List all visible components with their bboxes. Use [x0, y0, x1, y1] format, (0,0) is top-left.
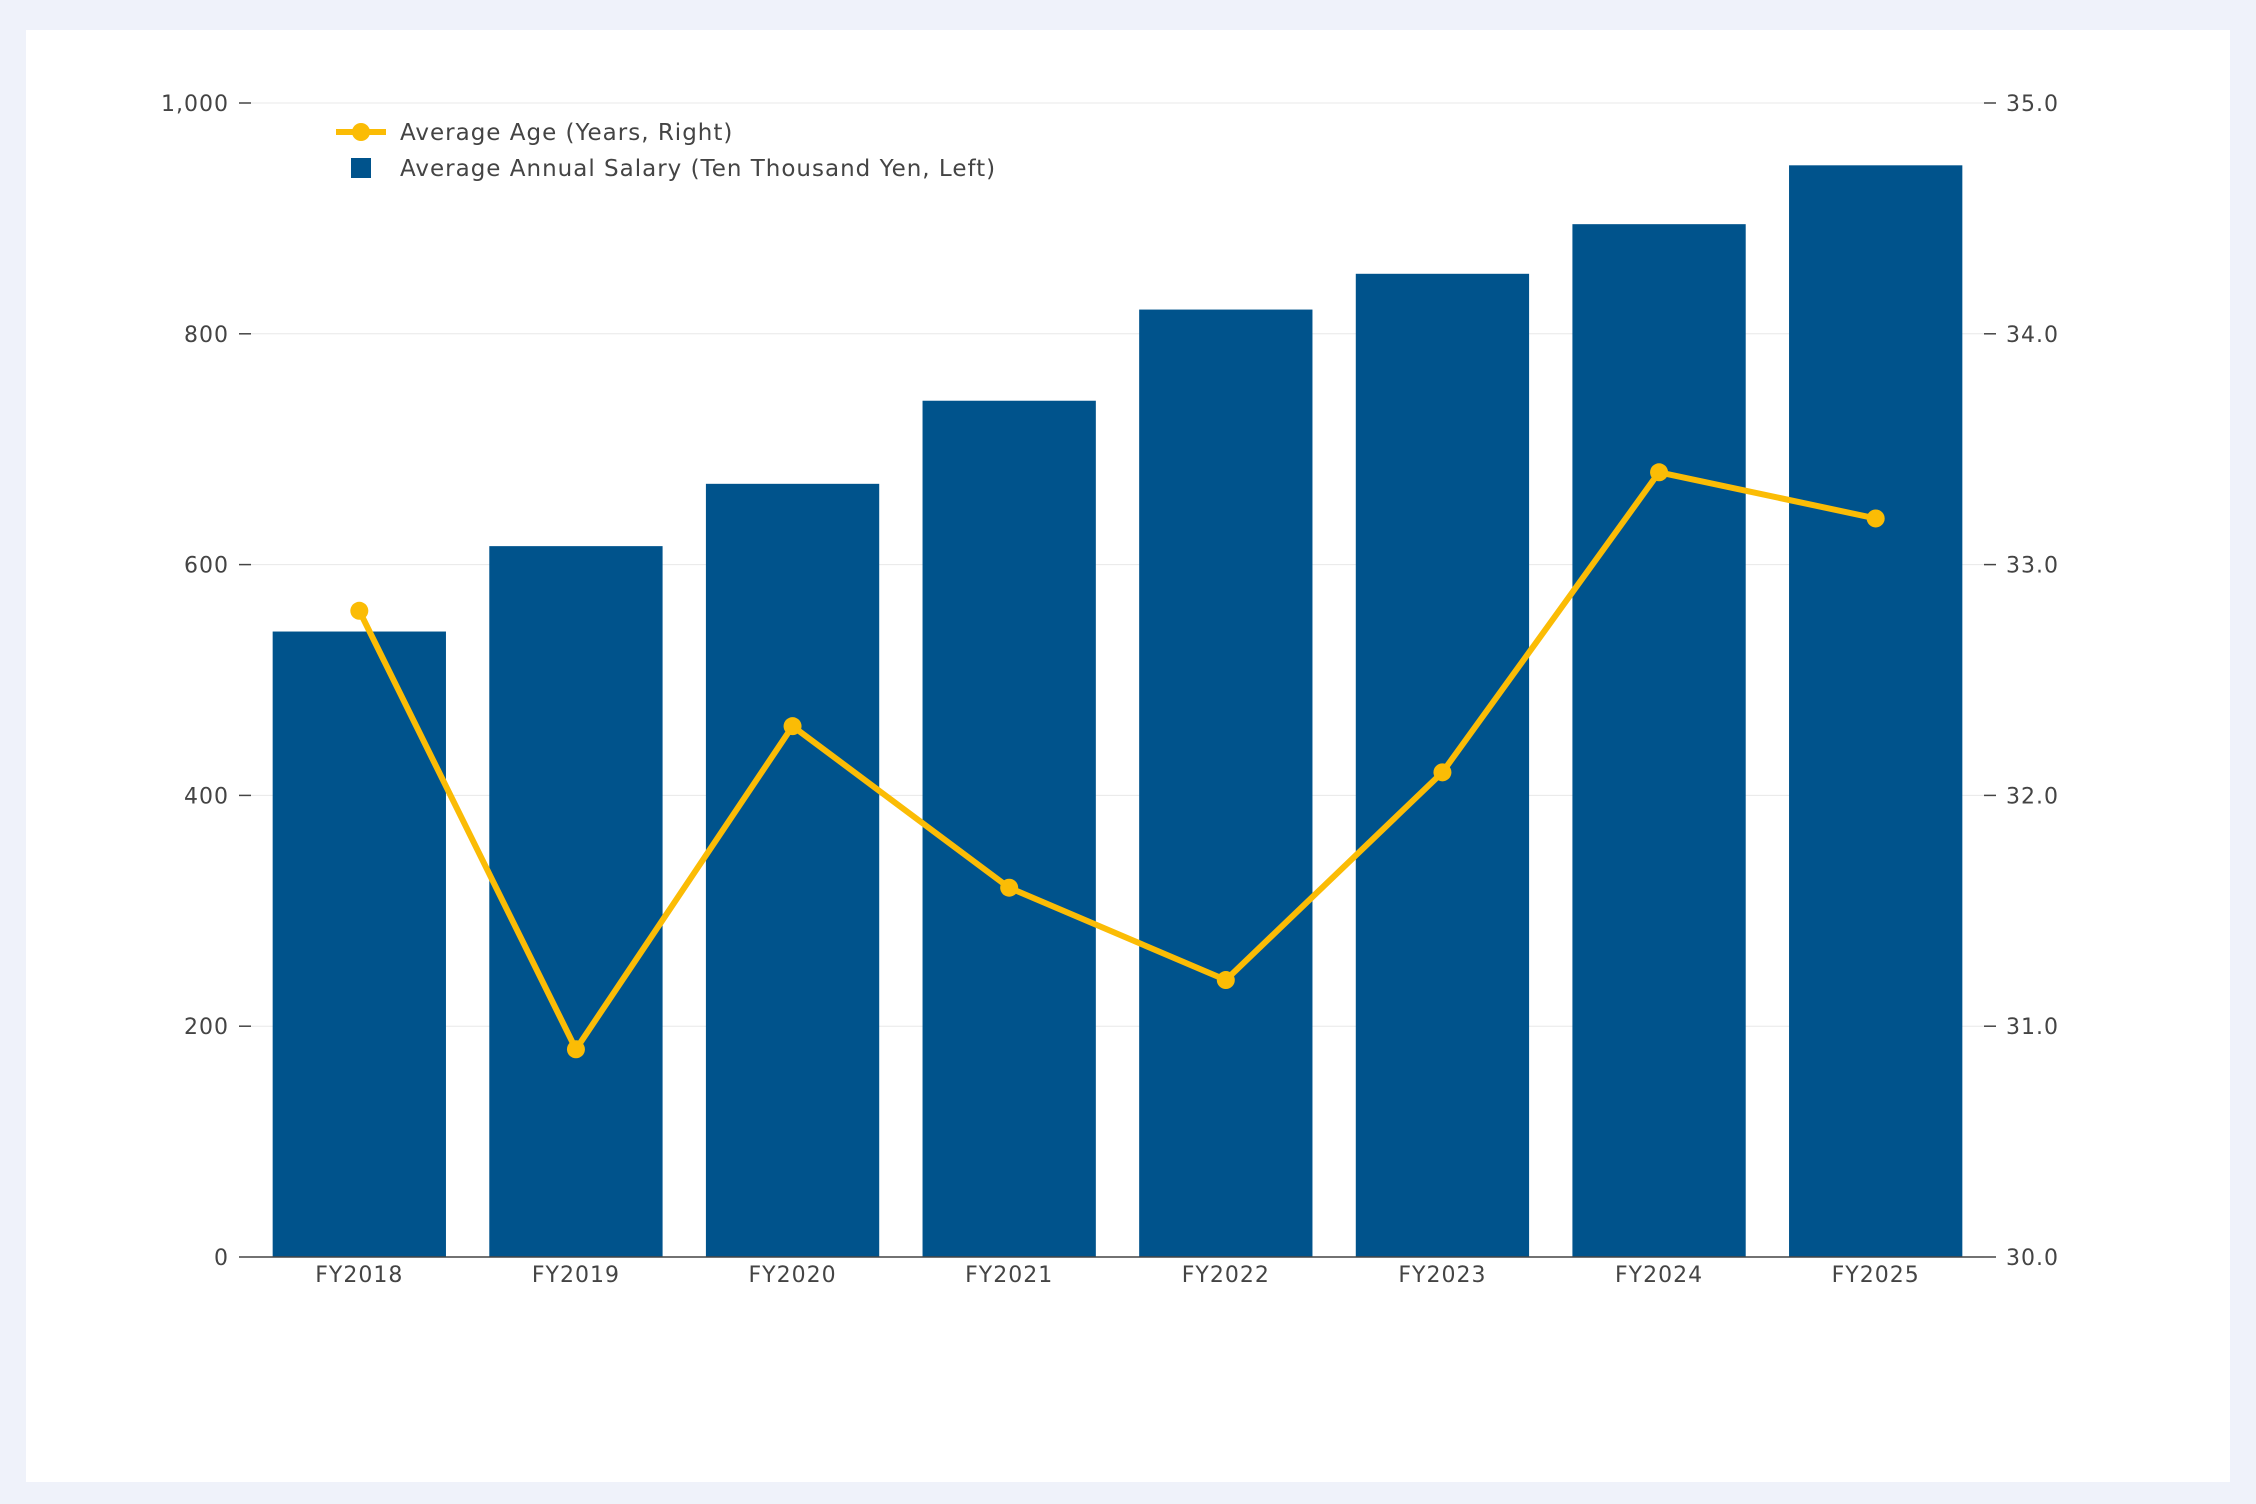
right-tick-label: 30.0: [2006, 1246, 2059, 1271]
legend-marker-swatch: [352, 123, 370, 141]
left-tick-label: 800: [184, 323, 229, 348]
x-tick-label: FY2020: [749, 1263, 837, 1288]
right-tick-label: 35.0: [2006, 92, 2059, 117]
salary-bar-fy2019[interactable]: [489, 546, 663, 1257]
salary-bar-fy2021[interactable]: [922, 400, 1096, 1257]
legend-label: Average Age (Years, Right): [400, 120, 733, 146]
age-line: [350, 463, 1885, 1059]
x-tick-label: FY2018: [315, 1263, 403, 1288]
chart-panel: 0 200 400 600 800 1,000 30.0 31.0 32.0 33.0 34.0 35…: [26, 30, 2230, 1482]
age-point-fy2018[interactable]: [350, 601, 369, 620]
combo-chart: 0 200 400 600 800 1,000 30.0 31.0 32.0 33.0 34.0 35…: [161, 92, 2059, 1288]
age-point-fy2019[interactable]: [566, 1040, 585, 1059]
age-point-fy2022[interactable]: [1216, 971, 1235, 990]
left-tick-label: 600: [184, 554, 229, 579]
right-tick-label: 33.0: [2006, 554, 2059, 579]
age-point-fy2021[interactable]: [1000, 878, 1019, 897]
right-tick-label: 34.0: [2006, 323, 2059, 348]
right-tick-label: 32.0: [2006, 784, 2059, 809]
salary-bar-fy2020[interactable]: [705, 483, 880, 1257]
legend: Average Age (Years, Right) Average Annual…: [336, 120, 996, 182]
x-tick-label: FY2022: [1182, 1263, 1270, 1288]
age-line-path: [356, 469, 1879, 1053]
left-tick-label: 0: [214, 1246, 229, 1271]
x-tick-label: FY2019: [532, 1263, 620, 1288]
salary-bar-fy2024[interactable]: [1572, 224, 1746, 1257]
axes: 0 200 400 600 800 1,000 30.0 31.0 32.0 33.0 34.0 35…: [161, 92, 2059, 1288]
left-tick-label: 400: [184, 784, 229, 809]
legend-item-age[interactable]: Average Age (Years, Right): [336, 120, 733, 146]
x-tick-label: FY2025: [1832, 1263, 1920, 1288]
salary-bar-fy2022[interactable]: [1139, 309, 1313, 1257]
x-tick-label: FY2024: [1615, 1263, 1703, 1288]
age-point-fy2025[interactable]: [1866, 509, 1885, 528]
age-point-fy2024[interactable]: [1650, 463, 1669, 482]
salary-bar-fy2025[interactable]: [1789, 165, 1963, 1257]
salary-bars: [272, 165, 1963, 1257]
age-point-fy2023[interactable]: [1433, 763, 1452, 782]
left-tick-label: 1,000: [161, 92, 229, 117]
right-tick-label: 31.0: [2006, 1015, 2059, 1040]
left-tick-label: 200: [184, 1015, 229, 1040]
x-tick-label: FY2021: [965, 1263, 1053, 1288]
x-tick-label: FY2023: [1398, 1263, 1486, 1288]
legend-item-salary[interactable]: Average Annual Salary (Ten Thousand Yen,…: [351, 156, 996, 182]
legend-bar-swatch: [351, 158, 371, 178]
legend-label: Average Annual Salary (Ten Thousand Yen,…: [400, 156, 996, 182]
age-point-fy2020[interactable]: [783, 717, 802, 736]
salary-bar-fy2018[interactable]: [272, 631, 446, 1257]
